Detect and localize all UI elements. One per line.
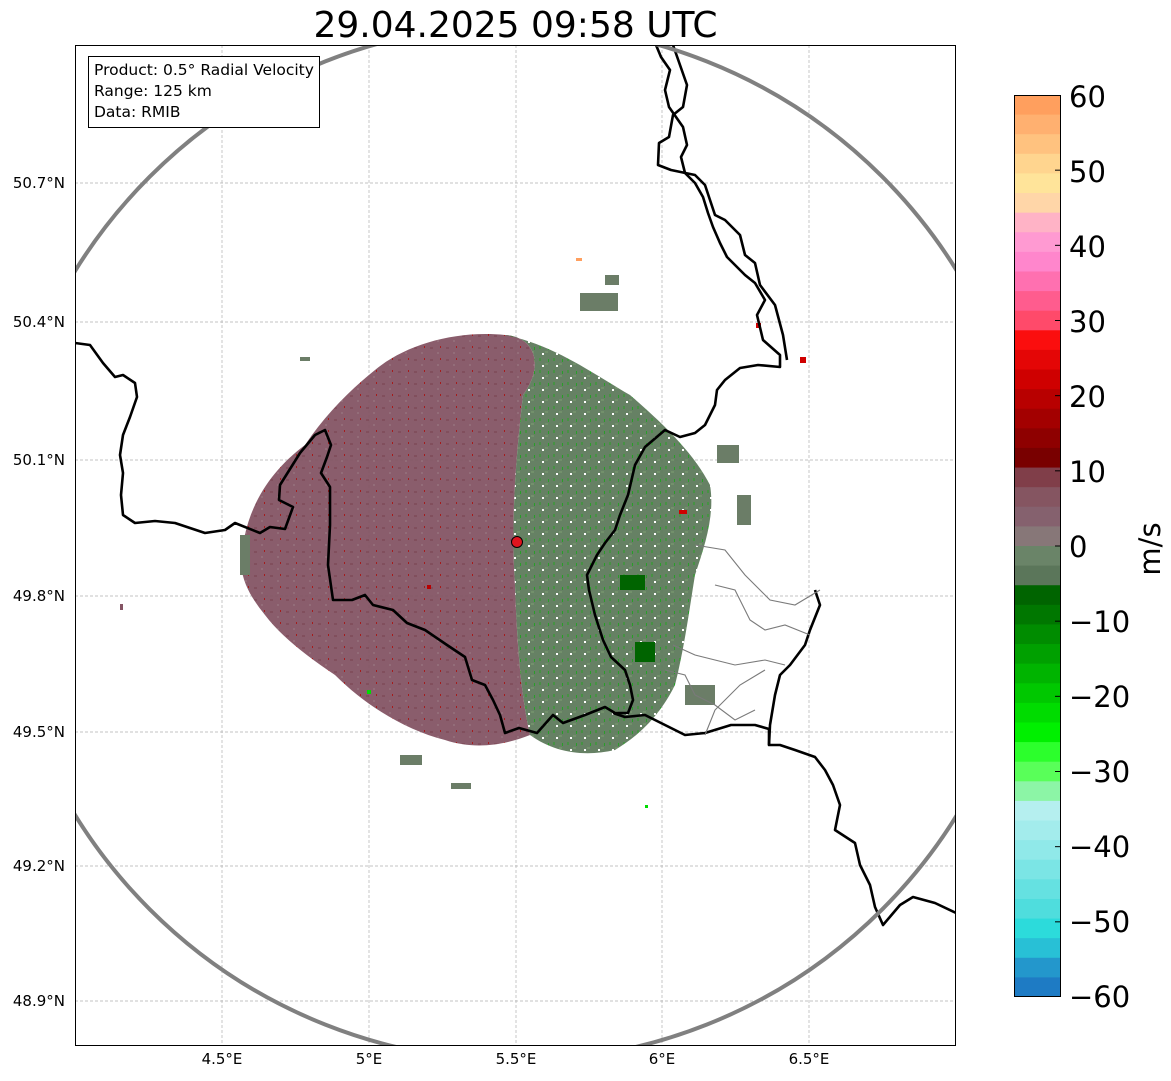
info-data-source: Data: RMIB bbox=[94, 103, 181, 121]
colorbar-segment bbox=[1014, 212, 1061, 233]
colorbar-segment bbox=[1014, 95, 1061, 116]
colorbar-segment bbox=[1014, 840, 1061, 861]
colorbar-tick-label: −10 bbox=[1069, 605, 1131, 639]
colorbar-segment bbox=[1014, 644, 1061, 665]
colorbar-segment bbox=[1014, 918, 1061, 939]
lat-tick-label: 49.2°N bbox=[12, 857, 65, 875]
colorbar-segment bbox=[1014, 114, 1061, 135]
colorbar-segment bbox=[1014, 585, 1061, 606]
colorbar-tick-label: 20 bbox=[1069, 380, 1106, 414]
colorbar-tick-label: 40 bbox=[1069, 230, 1106, 264]
colorbar-tick-label: 10 bbox=[1069, 455, 1106, 489]
lat-tick-label: 49.8°N bbox=[12, 587, 65, 605]
colorbar-tick-label: −50 bbox=[1069, 905, 1131, 939]
lon-tick-label: 4.5°E bbox=[201, 1050, 243, 1068]
region-borders bbox=[664, 544, 821, 736]
lat-tick-label: 50.1°N bbox=[12, 451, 65, 469]
colorbar-segment bbox=[1014, 663, 1061, 684]
colorbar-segment bbox=[1014, 859, 1061, 880]
colorbar-segment bbox=[1014, 408, 1061, 429]
colorbar-segment bbox=[1014, 957, 1061, 978]
colorbar-segment bbox=[1014, 820, 1061, 841]
colorbar-segment bbox=[1014, 781, 1061, 802]
info-box: Product: 0.5° Radial Velocity Range: 125… bbox=[88, 56, 320, 128]
colorbar-segment bbox=[1014, 369, 1061, 390]
lat-tick-label: 50.4°N bbox=[12, 313, 65, 331]
colorbar-tick-label: −60 bbox=[1069, 980, 1131, 1014]
colorbar-segment bbox=[1014, 134, 1061, 155]
lon-tick-label: 5°E bbox=[355, 1050, 383, 1068]
echo-receding bbox=[241, 334, 535, 746]
lat-tick-label: 49.5°N bbox=[12, 723, 65, 741]
colorbar-segment bbox=[1014, 506, 1061, 527]
colorbar-segment bbox=[1014, 565, 1061, 586]
colorbar-tick-label: 0 bbox=[1069, 530, 1088, 564]
colorbar-tick-label: 60 bbox=[1069, 80, 1106, 114]
colorbar bbox=[1014, 95, 1061, 997]
info-product: Product: 0.5° Radial Velocity bbox=[94, 61, 314, 79]
colorbar-unit-label: m/s bbox=[1133, 522, 1167, 576]
colorbar-segment bbox=[1014, 389, 1061, 410]
colorbar-segment bbox=[1014, 349, 1061, 371]
colorbar-segment bbox=[1014, 722, 1061, 743]
colorbar-segment bbox=[1014, 742, 1061, 763]
colorbar-segment bbox=[1014, 447, 1061, 469]
info-range: Range: 125 km bbox=[94, 82, 212, 100]
country-borders bbox=[75, 45, 956, 927]
colorbar-segment bbox=[1014, 271, 1061, 292]
echo-specks bbox=[120, 258, 806, 808]
colorbar-segment bbox=[1014, 467, 1061, 488]
lat-tick-label: 50.7°N bbox=[12, 174, 65, 192]
lon-tick-label: 6.5°E bbox=[788, 1050, 830, 1068]
colorbar-segment bbox=[1014, 604, 1061, 626]
radar-site-marker bbox=[511, 536, 523, 548]
colorbar-segment bbox=[1014, 232, 1061, 253]
colorbar-tick-label: 50 bbox=[1069, 155, 1106, 189]
colorbar-segment bbox=[1014, 251, 1061, 273]
colorbar-segment bbox=[1014, 526, 1061, 547]
colorbar-segment bbox=[1014, 428, 1061, 449]
lat-tick-label: 48.9°N bbox=[12, 992, 65, 1010]
colorbar-segment bbox=[1014, 546, 1061, 567]
colorbar-tick-label: 30 bbox=[1069, 305, 1106, 339]
colorbar-segment bbox=[1014, 193, 1061, 214]
colorbar-segment bbox=[1014, 879, 1061, 900]
radar-map[interactable] bbox=[75, 45, 956, 1046]
colorbar-segment bbox=[1014, 702, 1061, 724]
colorbar-segment bbox=[1014, 173, 1061, 194]
echo-fragments bbox=[240, 275, 751, 789]
colorbar-segment bbox=[1014, 800, 1061, 822]
colorbar-tick-label: −40 bbox=[1069, 830, 1131, 864]
colorbar-segment bbox=[1014, 291, 1061, 312]
colorbar-segment bbox=[1014, 977, 1061, 997]
colorbar-segment bbox=[1014, 153, 1061, 175]
colorbar-segment bbox=[1014, 330, 1061, 351]
colorbar-tick-label: −20 bbox=[1069, 680, 1131, 714]
colorbar-segment bbox=[1014, 761, 1061, 782]
colorbar-segment bbox=[1014, 938, 1061, 959]
echo-approaching bbox=[505, 335, 712, 754]
colorbar-segment bbox=[1014, 310, 1061, 331]
colorbar-segment bbox=[1014, 683, 1061, 704]
lon-tick-label: 6°E bbox=[648, 1050, 676, 1068]
lon-tick-label: 5.5°E bbox=[495, 1050, 537, 1068]
colorbar-segment bbox=[1014, 898, 1061, 920]
colorbar-segment bbox=[1014, 624, 1061, 645]
colorbar-segment bbox=[1014, 487, 1061, 508]
colorbar-tick-label: −30 bbox=[1069, 755, 1131, 789]
map-title: 29.04.2025 09:58 UTC bbox=[313, 5, 718, 46]
